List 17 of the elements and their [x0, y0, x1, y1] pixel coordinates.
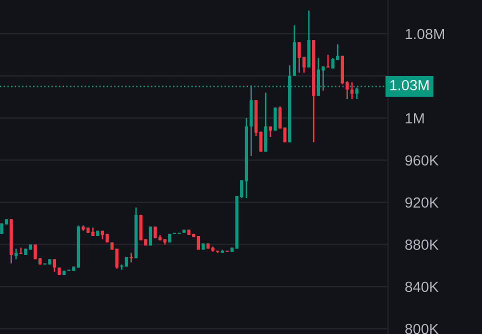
candlestick [115, 248, 118, 270]
candlestick [148, 226, 152, 246]
candlestick [14, 248, 18, 260]
y-tick-label: 800K [405, 324, 439, 334]
candlestick [326, 54, 330, 68]
candlestick [130, 252, 133, 264]
candlestick [19, 246, 22, 255]
candlestick [196, 235, 200, 250]
y-tick-label: 920K [405, 197, 439, 208]
y-tick-label: 880K [405, 240, 439, 250]
ref-line-label: 1.03M [390, 80, 429, 90]
candlestick [52, 258, 56, 273]
y-tick-label: 1M [406, 113, 424, 124]
y-tick-label: 840K [405, 282, 439, 292]
y-tick-label: 960K [405, 155, 439, 166]
y-tick-label: 1.08M [406, 28, 444, 40]
candlestick [350, 81, 354, 100]
